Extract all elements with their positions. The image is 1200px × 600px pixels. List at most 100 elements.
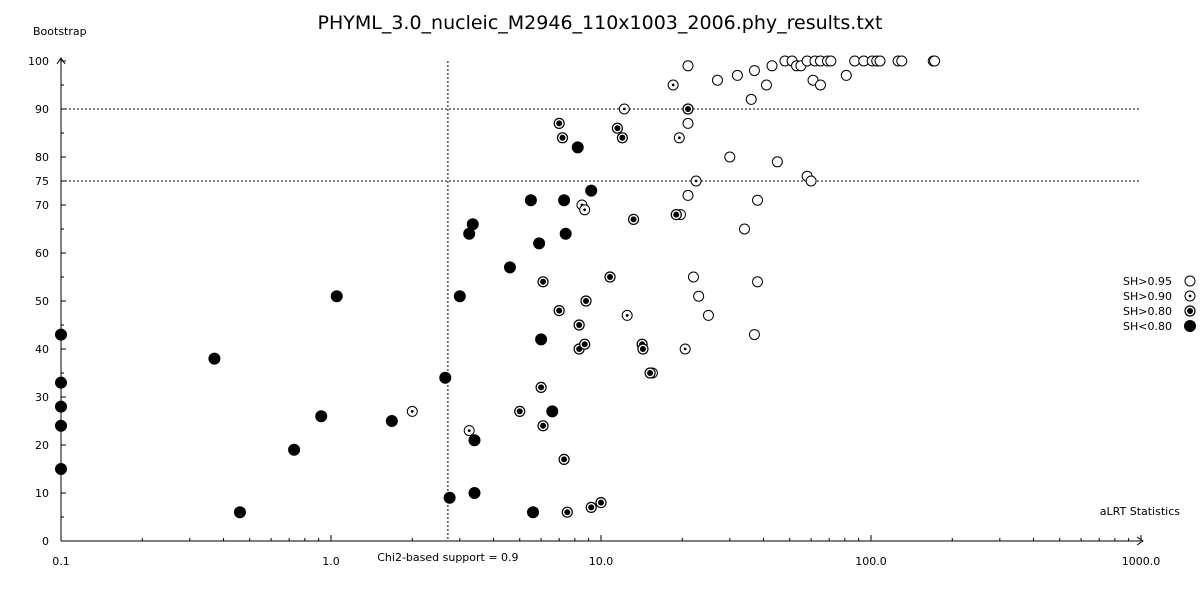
- data-point: [682, 103, 694, 115]
- data-point: [693, 290, 705, 302]
- data-point: [553, 305, 565, 317]
- data-point: [771, 156, 783, 168]
- data-point: [585, 184, 598, 197]
- data-point: [752, 194, 764, 206]
- data-point: [443, 491, 456, 504]
- data-point: [748, 329, 760, 341]
- data-point: [849, 55, 861, 67]
- data-point: [687, 271, 699, 283]
- data-point: [760, 79, 772, 91]
- legend: SH>0.95 SH>0.90 SH>0.80 SH<0.80: [1123, 275, 1196, 333]
- x-tick-label: 1.0: [322, 555, 340, 568]
- data-point: [558, 194, 571, 207]
- data-point: [558, 453, 570, 465]
- data-point: [611, 122, 623, 134]
- data-point: [595, 497, 607, 509]
- y-axis-label: Bootstrap: [33, 25, 87, 38]
- data-point: [621, 309, 633, 321]
- legend-marker: [1184, 290, 1196, 302]
- x-tick-label: 10.0: [589, 555, 614, 568]
- data-point: [627, 213, 640, 225]
- y-tick-label: 30: [35, 391, 49, 404]
- legend-label: SH>0.95: [1123, 275, 1172, 288]
- data-point: [616, 132, 628, 144]
- y-tick-label: 80: [35, 151, 49, 164]
- y-tick-label: 100: [28, 55, 49, 68]
- data-point: [468, 434, 481, 447]
- legend-label: SH>0.90: [1123, 290, 1172, 303]
- data-point: [745, 93, 757, 105]
- x-axis-label: aLRT Statistics: [1100, 505, 1180, 518]
- y-tick-label: 10: [35, 487, 49, 500]
- data-point: [585, 501, 597, 513]
- data-point: [637, 343, 649, 355]
- chart-title: PHYML_3.0_nucleic_M2946_110x1003_2006.ph…: [318, 12, 883, 34]
- data-point: [670, 209, 682, 221]
- data-point: [682, 189, 694, 201]
- data-point: [702, 309, 714, 321]
- data-point: [724, 151, 736, 163]
- reference-lines: Chi2-based support = 0.9: [61, 61, 1141, 564]
- data-point: [748, 65, 760, 77]
- x-axis-arrow: [1136, 536, 1144, 546]
- data-point: [571, 141, 584, 154]
- legend-marker: [1184, 275, 1196, 287]
- data-point: [208, 352, 221, 365]
- y-tick-label: 70: [35, 199, 49, 212]
- data-point: [55, 463, 67, 475]
- data-point: [738, 223, 750, 235]
- data-points: [55, 55, 941, 519]
- data-point: [579, 338, 591, 350]
- data-point: [682, 60, 694, 72]
- data-point: [537, 420, 549, 432]
- data-point: [573, 319, 585, 331]
- data-point: [840, 69, 852, 81]
- data-point: [55, 400, 67, 413]
- x-tick-label: 0.1: [52, 555, 70, 568]
- data-point: [752, 276, 764, 288]
- data-point: [535, 381, 547, 393]
- data-point: [825, 55, 837, 67]
- data-point: [556, 132, 569, 144]
- data-point: [537, 276, 549, 288]
- data-point: [679, 343, 691, 355]
- data-point: [690, 175, 702, 187]
- data-point: [805, 175, 817, 187]
- y-tick-label: 75: [35, 175, 49, 188]
- data-point: [546, 405, 559, 418]
- data-point: [463, 227, 476, 240]
- data-point: [463, 425, 475, 437]
- data-point: [468, 487, 481, 499]
- y-tick-label: 40: [35, 343, 49, 356]
- data-point: [315, 410, 328, 423]
- y-tick-label: 50: [35, 295, 49, 308]
- data-point: [896, 55, 908, 67]
- data-point: [579, 204, 591, 216]
- data-point: [385, 415, 398, 427]
- axes: 0.1 1.0 10.0 100.0 1000.0 0 10 20 30 40 50 60 70 75 80…: [28, 55, 1160, 568]
- data-point: [604, 271, 616, 283]
- data-point: [288, 443, 301, 456]
- data-point: [766, 60, 778, 72]
- data-point: [711, 74, 723, 86]
- data-point: [233, 506, 246, 519]
- data-point: [55, 419, 67, 432]
- y-tick-label: 0: [42, 535, 49, 548]
- legend-label: SH>0.80: [1123, 305, 1172, 318]
- data-point: [618, 103, 630, 115]
- data-point: [682, 117, 694, 129]
- data-point: [535, 333, 548, 346]
- legend-marker: [1184, 320, 1196, 332]
- data-point: [731, 69, 743, 81]
- data-point: [514, 405, 526, 417]
- x-tick-label: 100.0: [855, 555, 887, 568]
- y-axis-arrow: [56, 57, 66, 65]
- data-point: [673, 132, 685, 144]
- data-point: [527, 506, 540, 519]
- data-point: [553, 117, 565, 130]
- data-point: [874, 55, 886, 67]
- data-point: [644, 367, 656, 379]
- y-tick-label: 90: [35, 103, 49, 116]
- data-point: [55, 328, 67, 341]
